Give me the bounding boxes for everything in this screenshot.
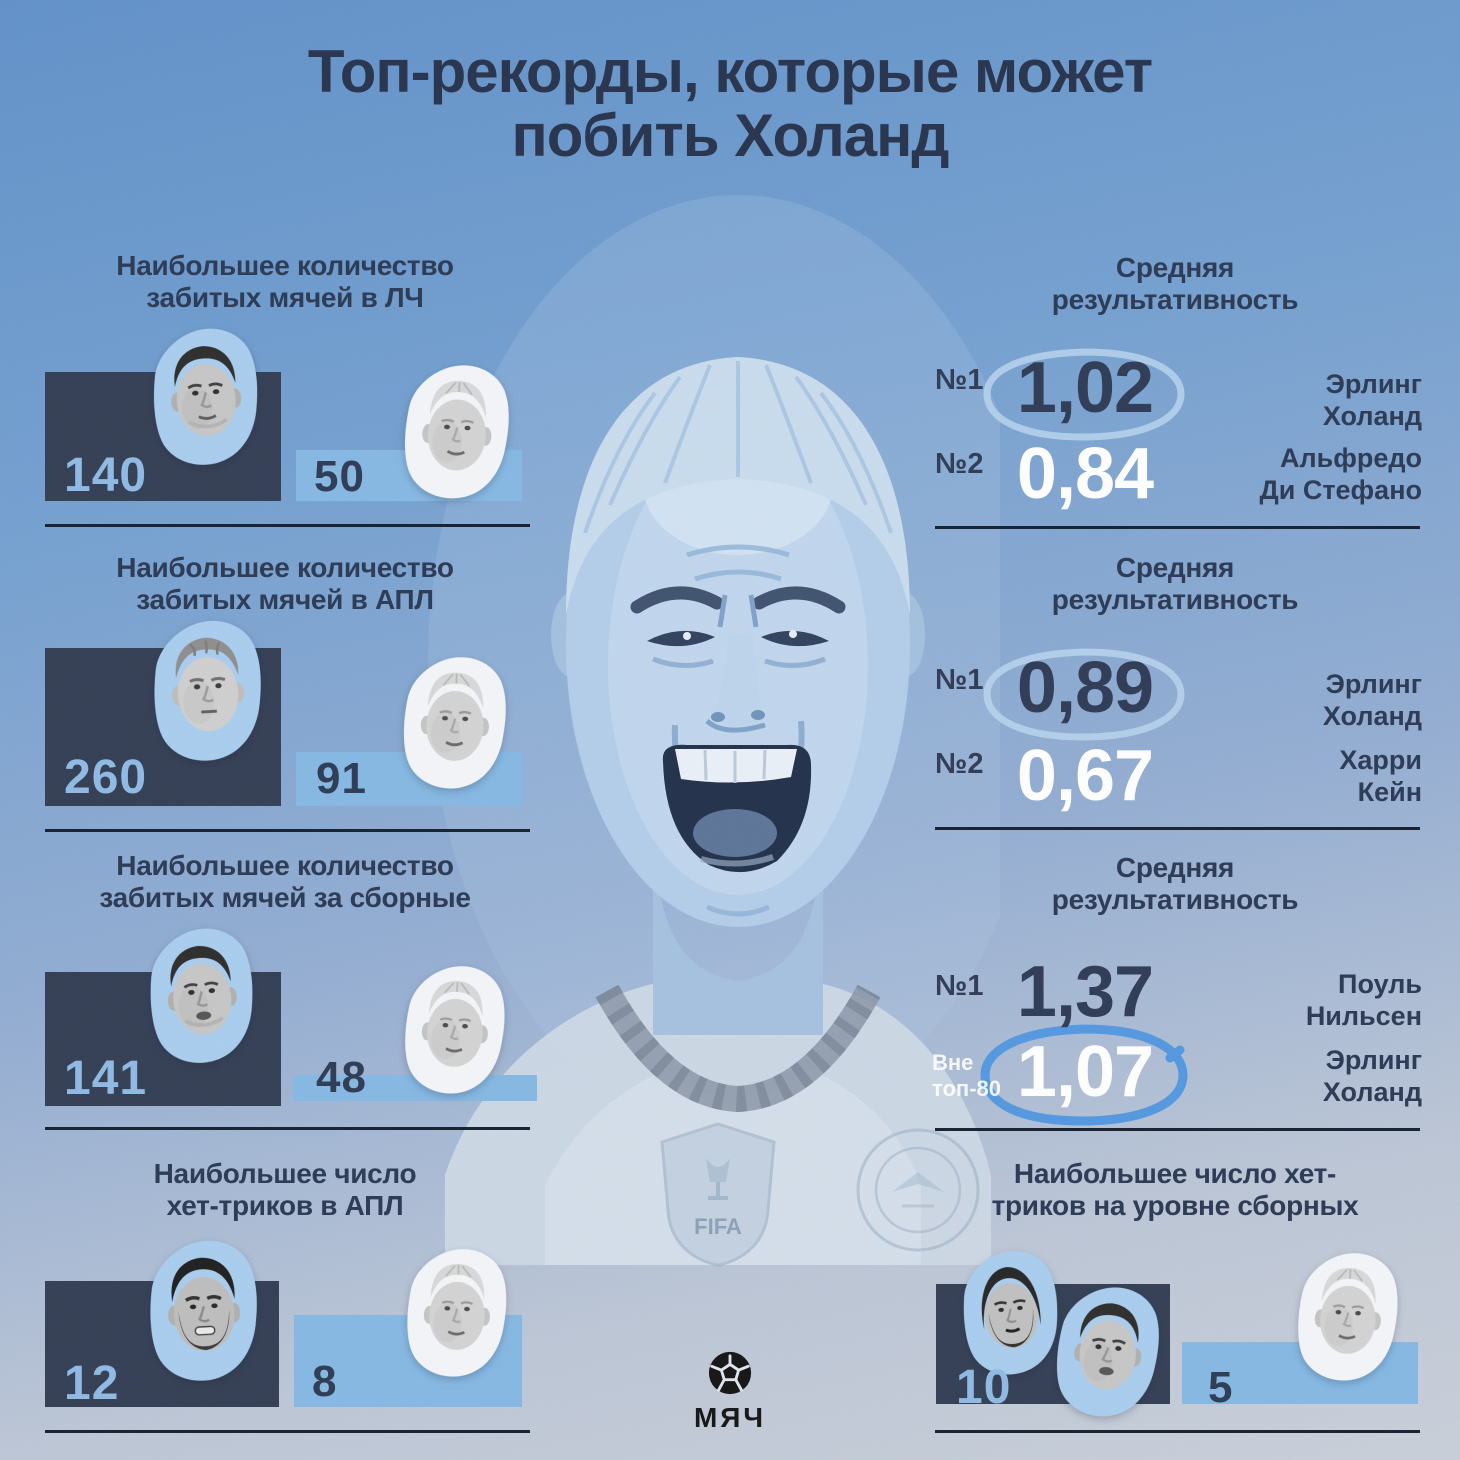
section-title-avg-rate: Средняя результативность (920, 552, 1430, 616)
player-name: Эрлинг Холанд (1323, 1044, 1422, 1109)
record-value: 141 (64, 1052, 148, 1105)
haaland-value: 91 (316, 754, 367, 803)
section-title-avg-rate: Средняя результативность (920, 252, 1430, 316)
section-title-line: Наибольшее количество (116, 552, 454, 583)
haaland-photo-sticker (1298, 1253, 1398, 1381)
stat-value: 0,84 (1016, 434, 1154, 514)
player-name: Эрлинг Холанд (1323, 668, 1422, 733)
player-name-line: Альфредо (1279, 443, 1422, 473)
player-name: Эрлинг Холанд (1323, 368, 1422, 433)
page-title-line2: побить Холанд (511, 102, 950, 170)
record-value: 140 (64, 449, 148, 502)
brand-logo-label: МЯЧ (693, 1402, 767, 1433)
section-title-line: забитых мячей в АПЛ (136, 584, 434, 616)
haaland-photo-sticker (405, 966, 505, 1094)
player-name-line: Поуль (1338, 969, 1422, 999)
section-title-avg-rate: Средняя результативность (920, 852, 1430, 916)
shearer-photo-sticker (154, 620, 261, 761)
rank-label: №1 (935, 364, 984, 396)
player-name-line: Эрлинг (1325, 369, 1422, 399)
section-title-line: хет-триков в АПЛ (166, 1190, 404, 1222)
haaland-photo-sticker (404, 365, 509, 499)
player-name: Харри Кейн (1339, 744, 1422, 809)
ronaldo-photo-sticker (1056, 1287, 1159, 1417)
section-title-line: Средняя (1115, 552, 1235, 583)
player-name-line: Холанд (1322, 401, 1422, 432)
fifa-club-badge-ghost-icon: FIFA (660, 1122, 776, 1267)
rank-line: Вне (932, 1050, 974, 1075)
section-title-line: триков на уровне сборных (991, 1190, 1359, 1222)
player-name-line: Эрлинг (1325, 669, 1422, 699)
player-name-line: Кейн (1357, 777, 1422, 808)
stat-value: 0,89 (1016, 648, 1154, 728)
haaland-value: 48 (316, 1053, 367, 1102)
section-divider (935, 1430, 1420, 1433)
haaland-value: 5 (1208, 1363, 1234, 1412)
section-title-line: результативность (1051, 284, 1299, 316)
section-divider (45, 1430, 530, 1433)
section-divider (935, 827, 1420, 830)
rank-label: №1 (935, 664, 984, 696)
player-name-line: Холанд (1322, 701, 1422, 732)
record-value: 10 (956, 1361, 1012, 1414)
player-name: Поуль Нильсен (1306, 968, 1422, 1033)
player-name-line: Эрлинг (1325, 1045, 1422, 1075)
haaland-value: 8 (312, 1357, 338, 1406)
record-value: 12 (64, 1357, 120, 1410)
section-title-line: Наибольшее количество (116, 850, 454, 881)
aguero-photo-sticker (150, 1240, 257, 1381)
section-divider (935, 1128, 1420, 1131)
section-title-national-goals: Наибольшее количество забитых мячей за с… (30, 850, 540, 914)
soccer-ball-icon (708, 1351, 752, 1395)
stat-value: 0,67 (1016, 736, 1154, 816)
section-title-line: Средняя (1115, 852, 1235, 883)
player-name-line: Нильсен (1305, 1001, 1422, 1032)
section-title-epl-goals: Наибольшее количество забитых мячей в АП… (30, 552, 540, 616)
rank-label: №2 (935, 448, 984, 480)
ronaldo-photo-sticker (150, 928, 253, 1063)
rank-label: №1 (935, 970, 984, 1002)
section-divider (45, 829, 530, 832)
player-name-line: Холанд (1322, 1077, 1422, 1108)
player-name-line: Харри (1339, 745, 1422, 775)
section-title-line: результативность (1051, 584, 1299, 616)
section-title-epl-hattricks: Наибольшее число хет-триков в АПЛ (30, 1158, 540, 1222)
section-divider (45, 524, 530, 527)
section-title-line: забитых мячей за сборные (99, 882, 471, 914)
section-title-line: Наибольшее число (153, 1158, 417, 1189)
section-divider (45, 1127, 530, 1130)
player-name: Альфредо Ди Стефано (1259, 442, 1422, 507)
section-title-line: Наибольшее количество (116, 250, 454, 281)
stat-value: 1,07 (1016, 1032, 1154, 1112)
section-title-line: результативность (1051, 884, 1299, 916)
record-value: 260 (64, 751, 148, 804)
player-name-line: Ди Стефано (1259, 475, 1422, 506)
stat-value: 1,02 (1016, 348, 1154, 428)
rank-label: №2 (935, 748, 984, 780)
section-title-line: Наибольшее число хет- (1013, 1158, 1337, 1189)
haaland-photo-sticker (403, 657, 506, 789)
stat-value: 1,37 (1016, 952, 1154, 1032)
haaland-photo-sticker (407, 1249, 507, 1377)
section-title-line: забитых мячей в ЛЧ (146, 282, 424, 314)
section-title-line: Средняя (1115, 252, 1235, 283)
svg-text:FIFA: FIFA (694, 1214, 742, 1239)
page-title-line1: Топ-рекорды, которые может (307, 38, 1153, 105)
section-divider (935, 526, 1420, 529)
haaland-value: 50 (314, 452, 365, 501)
ronaldo-photo-sticker (153, 328, 258, 465)
section-title-national-hattricks: Наибольшее число хет- триков на уровне с… (920, 1158, 1430, 1222)
section-title-ucl-goals: Наибольшее количество забитых мячей в ЛЧ (30, 250, 540, 314)
page-title: Топ-рекорды, которые может побить Холанд (0, 38, 1460, 170)
